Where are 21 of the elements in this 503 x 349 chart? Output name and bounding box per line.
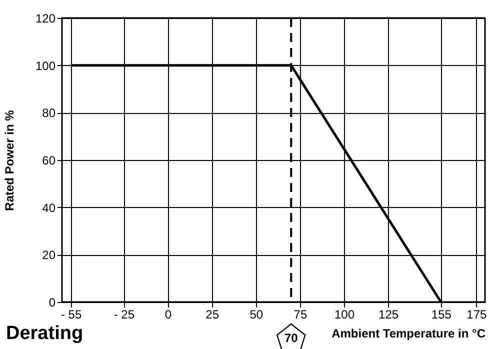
x-tick-label: - 25 — [114, 308, 135, 322]
y-axis-title: Rated Power in % — [2, 110, 16, 211]
y-tick-label: 80 — [42, 106, 56, 120]
y-tick-label: 20 — [42, 248, 56, 262]
x-tick-label: 175 — [466, 308, 488, 322]
x-tick-label: 125 — [378, 308, 399, 322]
x-tick-label: 25 — [206, 308, 220, 322]
x-tick-label: 100 — [334, 308, 355, 322]
x-tick-label: 50 — [250, 308, 264, 322]
y-tick-label: 0 — [48, 296, 56, 310]
y-tick-label: 100 — [35, 58, 56, 73]
x-tick-label: 0 — [164, 308, 172, 322]
y-tick-label: 40 — [42, 200, 56, 215]
y-tick-label: 120 — [35, 12, 56, 26]
y-tick-label: 60 — [42, 154, 56, 168]
x-tick-label: - 55 — [60, 308, 82, 322]
text: Derating — [6, 323, 84, 345]
x-axis-title: Ambient Temperature in °C — [332, 326, 486, 340]
x-tick-label: 75 — [294, 308, 308, 322]
ref-line-label: 70 — [284, 331, 298, 345]
x-tick-label: 155 — [431, 308, 452, 322]
